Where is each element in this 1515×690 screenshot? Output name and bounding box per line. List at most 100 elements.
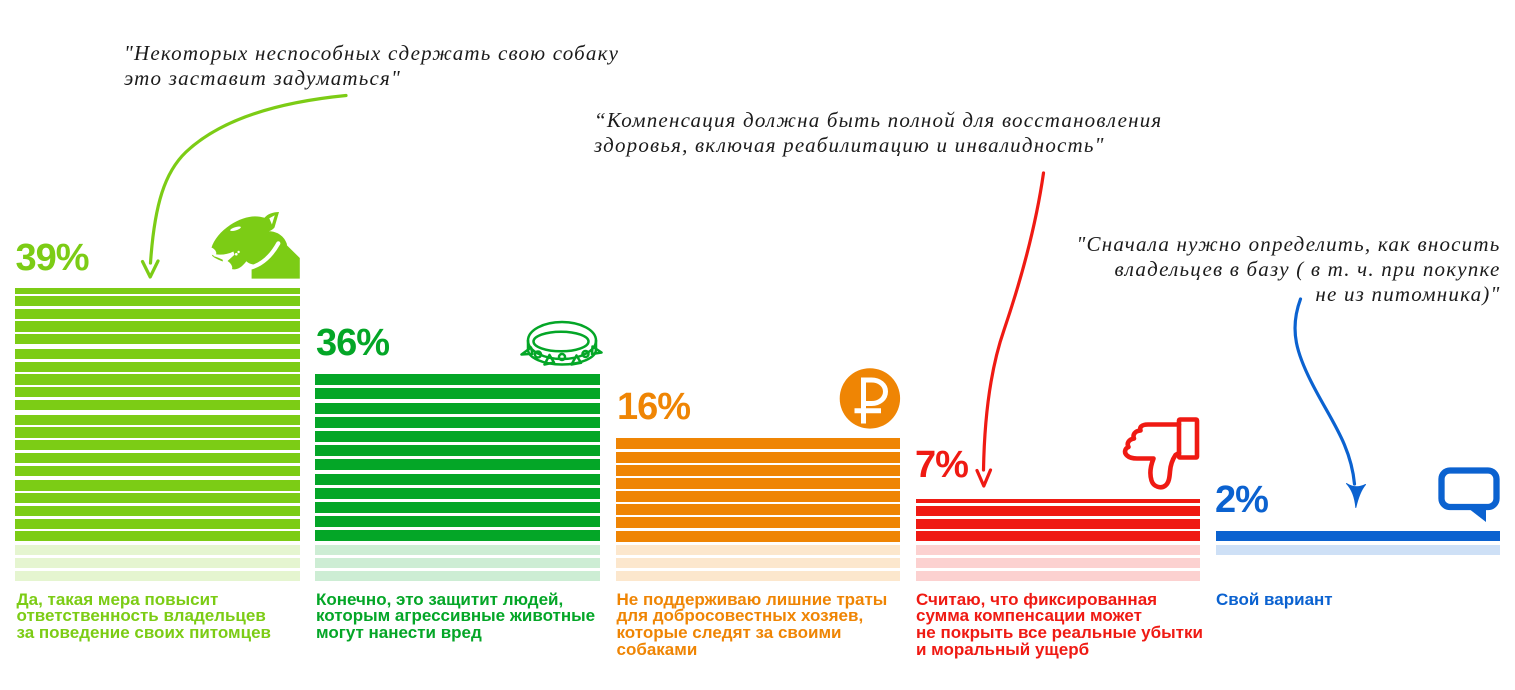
bar-stripe-yes-responsibility — [15, 308, 300, 319]
bar-stripe-no-extra-costs — [615, 477, 900, 489]
bar-stripe-no-extra-costs — [615, 491, 900, 503]
arrow-head — [975, 468, 993, 488]
quote-line: "Некоторых неспособных сдержать свою соб… — [124, 41, 620, 66]
quote-line: не из питомника)" — [1315, 282, 1501, 306]
category-label-line: Свой вариант — [1216, 589, 1333, 609]
bar-value-label-16: 16% — [617, 385, 691, 428]
bar-stripe-no-extra-costs — [615, 464, 900, 476]
arrow-head — [140, 259, 160, 279]
quote-line: “Компенсация должна быть полной для восс… — [594, 108, 1163, 133]
bar-value-label-39: 39% — [15, 236, 90, 279]
arrow-curve — [148, 93, 348, 265]
category-label-line: не покрыть все реальные убытки — [916, 623, 1203, 643]
bar-stripe-yes-responsibility — [15, 518, 300, 529]
bar-stripe-fixed-compensation-doubt — [915, 505, 1201, 517]
quote-annotation: "Сначала нужно определить, как вносить в… — [1077, 232, 1501, 307]
bar-stripe-protect-people — [315, 445, 600, 457]
bar-stripe-protect-people — [315, 430, 600, 443]
bar-stripe-fixed-compensation-doubt — [915, 518, 1201, 529]
bar-stripe-yes-responsibility — [15, 570, 300, 581]
quote-annotation: "Некоторых неспособных сдержать свою соб… — [124, 41, 619, 91]
bar-stripe-fixed-compensation-doubt — [915, 570, 1201, 581]
bar-stripe-yes-responsibility — [15, 387, 300, 398]
bar-stripe-yes-responsibility — [15, 399, 300, 411]
bar-stripe-yes-responsibility — [15, 465, 300, 476]
ruble-icon — [839, 368, 901, 429]
bar-stripe-yes-responsibility — [15, 505, 300, 517]
bar-stripe-yes-responsibility — [15, 545, 300, 556]
bar-stripe-protect-people — [315, 374, 600, 386]
bar-category-label: Не поддерживаю лишние траты для добросов… — [616, 589, 888, 659]
bar-stripe-own-option — [1215, 545, 1501, 556]
bar-stripe-protect-people — [315, 459, 600, 471]
bar-stripe-no-extra-costs — [615, 530, 900, 542]
bar-value-label-2: 2% — [1215, 478, 1269, 521]
category-label-line: и моральный ущерб — [916, 639, 1090, 659]
bar-stripe-no-extra-costs — [615, 504, 900, 516]
bar-stripe-yes-responsibility — [15, 493, 300, 504]
bar-stripe-no-extra-costs — [615, 557, 900, 569]
category-label-line: собаками — [616, 639, 698, 659]
quote-line: владельцев в базу ( в т. ч. при покупке — [1114, 257, 1501, 281]
category-label-line: которым агрессивные животные — [316, 606, 596, 626]
category-label-line: могут нанести вред — [316, 623, 482, 643]
bar-category-label: Да, такая мера повысит ответственность в… — [16, 589, 272, 643]
bar-stripe-protect-people — [315, 487, 600, 499]
bar-category-label: Конечно, это защитит людей, которым агре… — [316, 589, 596, 643]
speech-bubble-icon — [1438, 467, 1500, 522]
category-label-line: которые следят за своими — [616, 623, 842, 643]
bar-category-label: Свой вариант — [1216, 589, 1333, 609]
bar-stripe-yes-responsibility — [15, 361, 300, 372]
arrow-head — [1346, 483, 1366, 508]
arrow-curve — [1293, 297, 1357, 486]
bar-stripe-protect-people — [315, 416, 600, 428]
bar-value-label-7: 7% — [915, 444, 969, 486]
bar-stripe-own-option — [1215, 531, 1501, 542]
bar-stripe-yes-responsibility — [15, 452, 300, 464]
bar-stripe-no-extra-costs — [615, 517, 900, 529]
bar-stripe-yes-responsibility — [15, 414, 300, 425]
bar-stripe-fixed-compensation-doubt — [915, 498, 1201, 504]
bar-stripe-yes-responsibility — [15, 296, 300, 307]
bar-stripe-protect-people — [315, 557, 600, 569]
bar-stripe-protect-people — [315, 388, 600, 400]
bar-stripe-yes-responsibility — [15, 480, 300, 491]
category-label-line: Конечно, это защитит людей, — [316, 589, 564, 609]
bar-stripe-yes-responsibility — [15, 531, 300, 542]
quote-line: "Сначала нужно определить, как вносить — [1076, 232, 1501, 256]
bar-stripe-protect-people — [315, 516, 600, 528]
quote-line: это заставит задуматься" — [124, 66, 402, 91]
category-label-line: за поведение своих питомцев — [16, 623, 272, 643]
bar-stripe-yes-responsibility — [15, 374, 300, 385]
bar-stripe-fixed-compensation-doubt — [915, 531, 1201, 542]
bar-stripe-fixed-compensation-doubt — [915, 545, 1201, 556]
quote2-arrow — [975, 171, 1046, 488]
bull-terrier-icon — [207, 212, 300, 279]
bar-stripe-no-extra-costs — [615, 451, 900, 463]
bar-stripe-yes-responsibility — [15, 334, 300, 345]
bar-stripe-protect-people — [315, 530, 600, 542]
bar-stripe-yes-responsibility — [15, 349, 300, 360]
category-label-line: Не поддерживаю лишние траты — [616, 589, 888, 609]
bar-stripe-yes-responsibility — [15, 321, 300, 332]
quote-annotation: “Компенсация должна быть полной для восс… — [594, 108, 1162, 158]
bar-stripe-no-extra-costs — [615, 545, 900, 556]
category-label-line: для добросовестных хозяев, — [616, 606, 864, 626]
category-label-line: сумма компенсации может — [916, 606, 1142, 626]
bar-category-label: Считаю, что фиксированная сумма компенса… — [916, 589, 1203, 659]
dog-collar-icon — [520, 320, 603, 366]
category-label-line: Да, такая мера повысит — [16, 589, 219, 609]
bar-stripe-protect-people — [315, 473, 600, 485]
category-label-line: Считаю, что фиксированная — [916, 589, 1158, 609]
bar-stripe-fixed-compensation-doubt — [915, 557, 1201, 569]
bar-stripe-protect-people — [315, 402, 600, 414]
bar-stripe-no-extra-costs — [615, 570, 900, 581]
bar-stripe-yes-responsibility — [15, 440, 300, 451]
category-label-line: ответственность владельцев — [16, 606, 266, 626]
arrow-curve — [981, 171, 1046, 472]
bar-value-label-36: 36% — [316, 321, 390, 364]
bar-stripe-yes-responsibility — [15, 427, 300, 438]
quote-line: здоровья, включая реабилитацию и инвалид… — [594, 133, 1105, 158]
